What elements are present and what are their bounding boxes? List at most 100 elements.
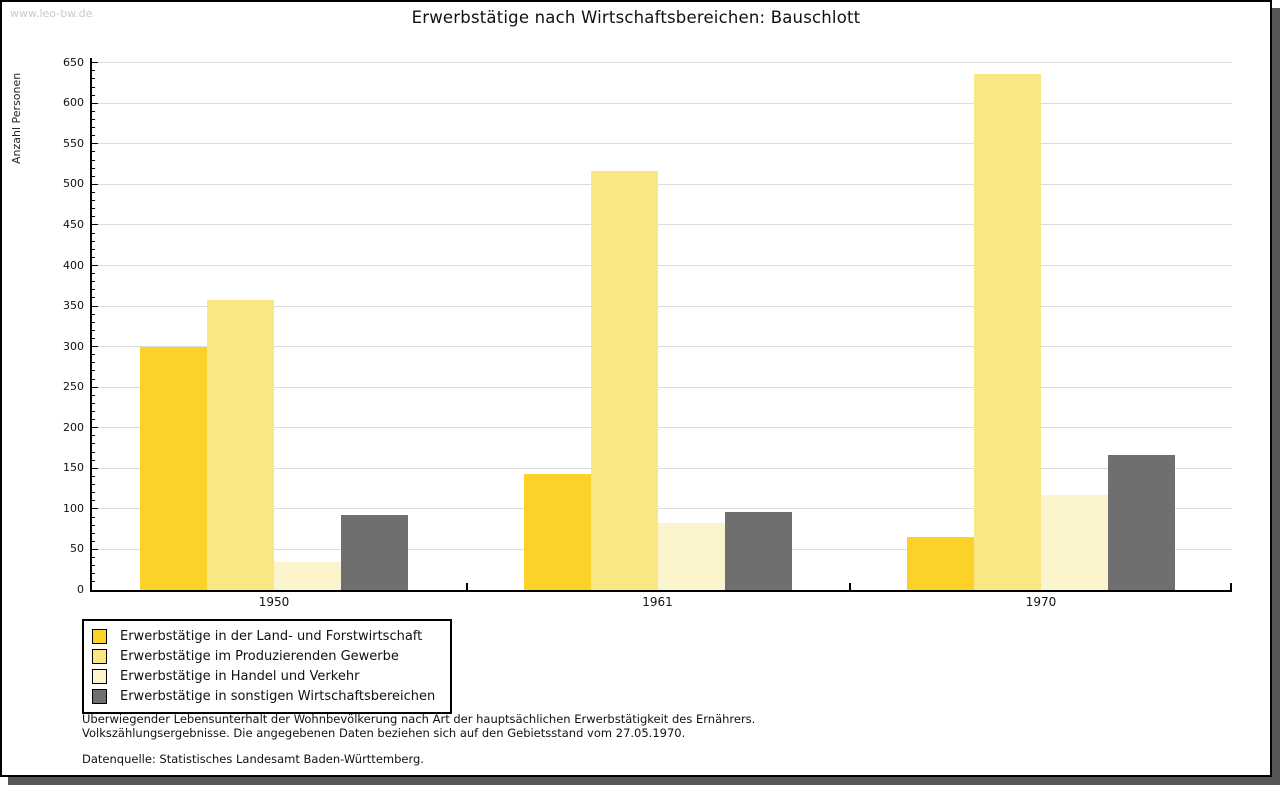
chart-frame: www.leo-bw.de Erwerbstätige nach Wirtsch… — [0, 0, 1272, 777]
y-tick — [92, 232, 95, 234]
y-tick — [92, 484, 95, 486]
legend-label: Erwerbstätige in der Land- und Forstwirt… — [120, 628, 423, 644]
y-tick — [92, 273, 95, 275]
y-tick — [92, 557, 95, 559]
y-tick — [92, 248, 95, 250]
y-tick — [92, 62, 98, 64]
y-tick — [92, 151, 95, 153]
y-tick-label: 500 — [63, 177, 84, 191]
y-tick — [92, 86, 95, 88]
y-gridline — [92, 305, 1232, 307]
y-tick — [92, 297, 95, 299]
x-category-label: 1970 — [1025, 595, 1057, 609]
y-tick — [92, 78, 95, 80]
y-tick — [92, 362, 95, 364]
y-tick — [92, 524, 95, 526]
y-tick — [92, 167, 95, 169]
chart-title: Erwerbstätige nach Wirtschaftsbereichen:… — [411, 8, 861, 27]
y-tick — [92, 370, 95, 372]
y-tick — [92, 532, 95, 534]
bar-1970-series1 — [907, 537, 974, 590]
x-tick — [1230, 583, 1232, 590]
y-tick — [92, 354, 95, 356]
legend-row: Erwerbstätige in sonstigen Wirtschaftsbe… — [92, 686, 442, 706]
y-gridline — [92, 143, 1232, 145]
y-gridline — [92, 102, 1232, 104]
y-tick — [92, 305, 98, 307]
x-category-label: 1961 — [642, 595, 673, 609]
y-tick-label: 350 — [63, 299, 84, 313]
legend-row: Erwerbstätige in Handel und Verkehr — [92, 666, 442, 686]
y-tick — [92, 135, 95, 137]
y-tick-label: 400 — [63, 258, 84, 272]
y-tick — [92, 411, 95, 413]
y-tick — [92, 256, 95, 258]
y-tick — [92, 265, 98, 267]
y-tick — [92, 378, 95, 380]
bar-1950-series3 — [274, 561, 341, 590]
y-gridline — [92, 427, 1232, 429]
y-tick — [92, 394, 95, 396]
y-tick-label: 550 — [63, 136, 84, 150]
x-tick — [465, 583, 468, 590]
bar-1961-series4 — [724, 512, 792, 590]
y-axis-title: Anzahl Personen — [10, 72, 23, 164]
y-tick — [92, 94, 95, 96]
y-tick-label: 250 — [63, 380, 84, 394]
y-tick — [92, 427, 98, 429]
y-tick — [92, 143, 98, 145]
y-gridline — [92, 224, 1232, 226]
legend-label: Erwerbstätige in Handel und Verkehr — [120, 668, 360, 684]
footnotes: Überwiegender Lebensunterhalt der Wohnbe… — [82, 712, 755, 767]
y-gridline — [92, 346, 1232, 348]
y-tick — [92, 159, 95, 161]
legend-label: Erwerbstätige in sonstigen Wirtschaftsbe… — [120, 688, 436, 704]
legend-label: Erwerbstätige im Produzierenden Gewerbe — [120, 648, 399, 664]
y-gridline — [92, 386, 1232, 388]
y-tick — [92, 516, 95, 518]
bar-1961-series1 — [523, 474, 591, 590]
y-tick — [92, 346, 98, 348]
y-tick — [92, 321, 95, 323]
legend-row: Erwerbstätige in der Land- und Forstwirt… — [92, 626, 442, 646]
legend-box: Erwerbstätige in der Land- und Forstwirt… — [82, 619, 452, 714]
x-tick — [849, 583, 851, 590]
y-tick — [92, 119, 95, 120]
y-tick — [92, 573, 95, 575]
y-tick — [92, 565, 95, 567]
y-tick — [92, 338, 95, 340]
footnote-line2: Volkszählungsergebnisse. Die angegebenen… — [82, 725, 686, 740]
y-tick — [92, 467, 98, 469]
y-tick — [92, 581, 95, 583]
bar-1950-series4 — [341, 514, 408, 590]
y-tick — [92, 540, 95, 542]
y-tick — [92, 475, 95, 477]
y-tick-label: 0 — [77, 583, 84, 596]
y-tick — [92, 386, 98, 388]
y-gridline — [92, 62, 1232, 64]
y-tick — [92, 175, 95, 177]
legend-row: Erwerbstätige im Produzierenden Gewerbe — [92, 646, 442, 666]
y-tick — [92, 492, 95, 494]
y-tick — [92, 216, 95, 218]
y-tick — [92, 70, 95, 72]
y-tick — [92, 102, 98, 104]
legend-swatch — [92, 628, 107, 644]
legend-swatch — [92, 648, 107, 664]
bar-1961-series2 — [590, 171, 658, 590]
y-gridline — [92, 508, 1232, 510]
y-tick — [92, 329, 95, 331]
y-tick-label: 50 — [70, 542, 84, 556]
y-tick — [92, 459, 95, 461]
legend-swatch — [92, 688, 107, 704]
y-tick-label: 200 — [63, 420, 84, 434]
y-gridline — [92, 467, 1232, 469]
y-tick — [92, 281, 95, 283]
bar-1970-series2 — [974, 74, 1041, 590]
y-tick-label: 650 — [63, 55, 84, 69]
bar-1961-series3 — [657, 522, 725, 590]
bar-1970-series4 — [1108, 455, 1175, 590]
y-tick — [92, 183, 98, 185]
y-tick — [92, 419, 95, 421]
y-tick — [92, 500, 95, 502]
